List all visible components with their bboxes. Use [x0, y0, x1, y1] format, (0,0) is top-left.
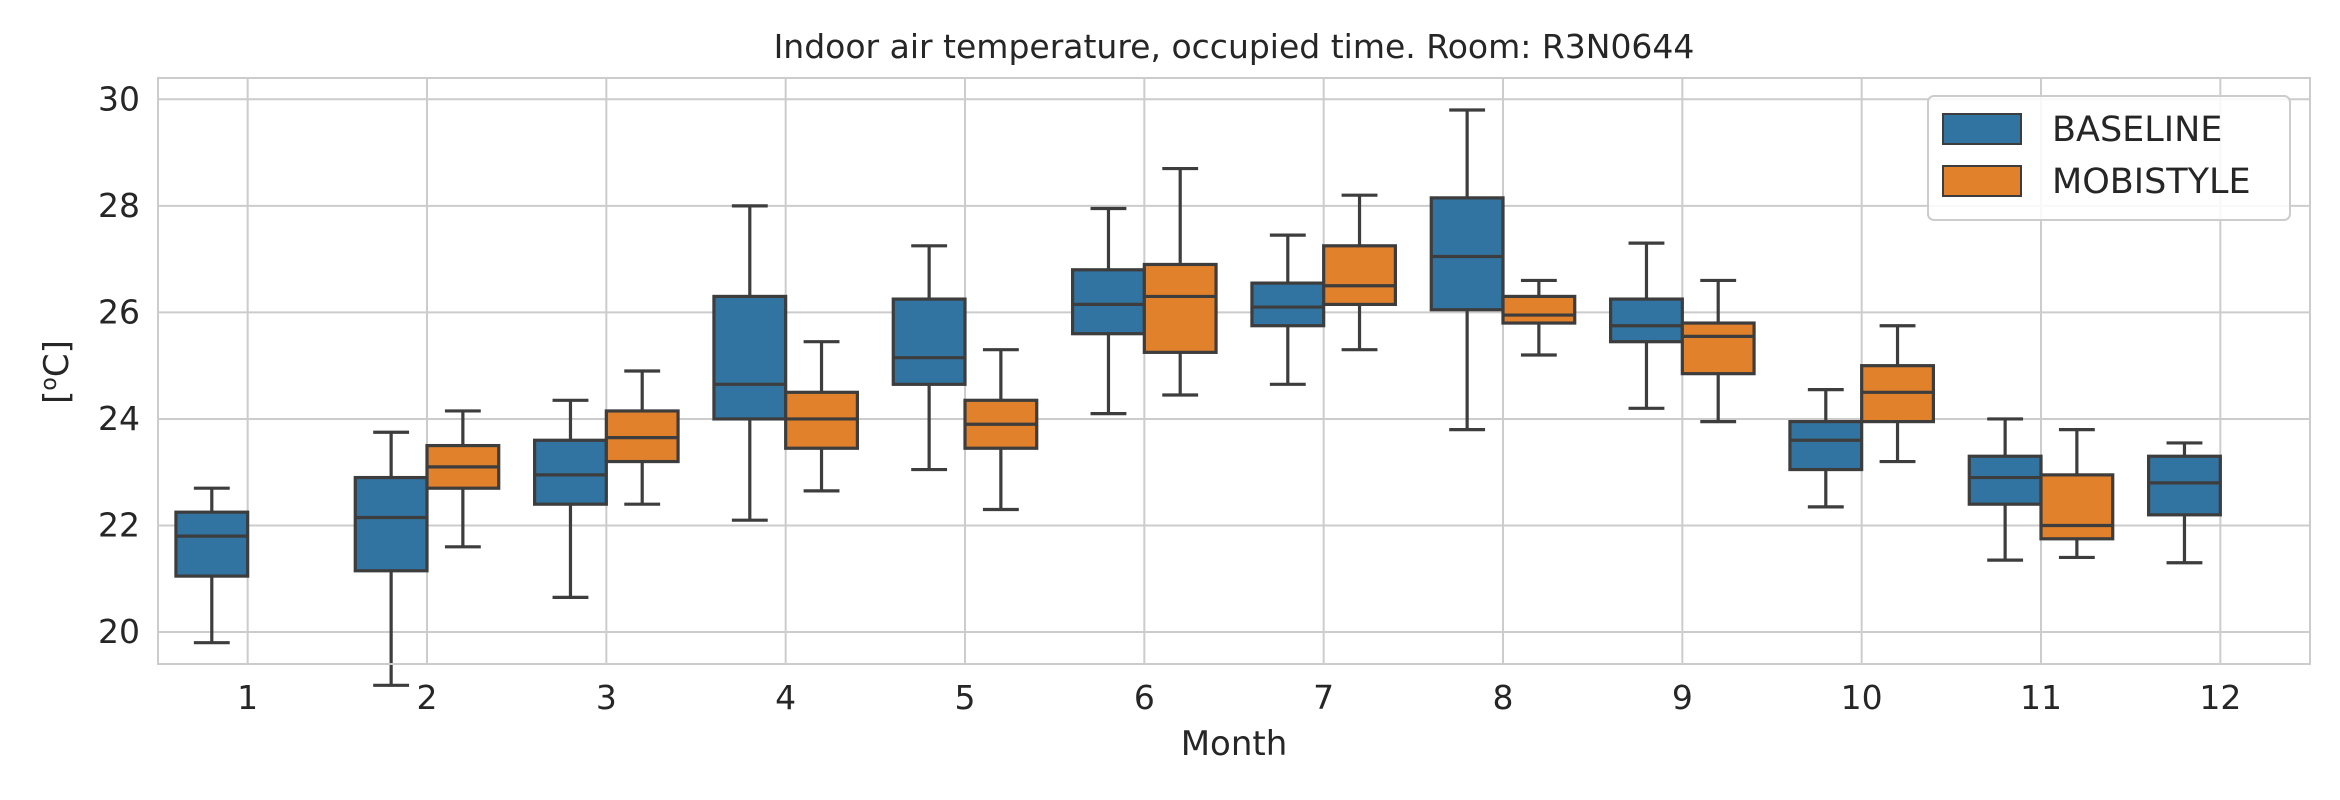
box-baseline-month-11	[1967, 417, 2043, 562]
box-mobistyle-month-4	[784, 340, 860, 493]
box-iqr	[1967, 454, 2043, 506]
legend-label-mobistyle: MOBISTYLE	[2052, 162, 2251, 202]
box-baseline-month-4	[712, 204, 788, 522]
box-iqr	[1429, 196, 1505, 312]
x-tick-label: 9	[1672, 678, 1693, 717]
x-tick-label: 10	[1841, 678, 1883, 717]
box-baseline-month-9	[1608, 241, 1684, 410]
box-iqr	[532, 438, 608, 506]
box-baseline-month-6	[1070, 206, 1146, 416]
box-iqr	[1680, 321, 1756, 376]
box-mobistyle-month-3	[604, 369, 680, 506]
box-mobistyle-month-9	[1680, 278, 1756, 424]
legend: BASELINE MOBISTYLE	[1927, 95, 2291, 221]
legend-swatch-mobistyle	[1942, 165, 2022, 197]
box-iqr	[1070, 268, 1146, 336]
x-tick-label: 6	[1134, 678, 1155, 717]
box-mobistyle-month-2	[425, 409, 501, 549]
y-axis-label-degree: o	[37, 377, 62, 390]
y-tick-label: 28	[98, 186, 140, 225]
box-mobistyle-month-5	[963, 348, 1039, 512]
x-tick-label: 3	[596, 678, 617, 717]
box-mobistyle-month-8	[1501, 278, 1577, 357]
box-baseline-month-1	[174, 486, 250, 645]
y-tick-label: 26	[98, 292, 140, 331]
box-iqr	[1501, 294, 1577, 325]
box-mobistyle-month-7	[1322, 193, 1397, 352]
box-iqr	[1788, 420, 1864, 472]
box-iqr	[174, 510, 250, 578]
x-tick-label: 2	[417, 678, 438, 717]
box-baseline-month-7	[1250, 233, 1326, 386]
box-iqr	[1250, 281, 1326, 328]
box-baseline-month-10	[1788, 388, 1864, 509]
axes-frame	[157, 77, 2311, 665]
box-mobistyle-month-10	[1860, 324, 1935, 464]
y-tick-label: 30	[98, 79, 140, 118]
x-tick-label: 8	[1493, 678, 1514, 717]
x-tick-label: 4	[775, 678, 796, 717]
box-series	[174, 108, 2222, 687]
box-baseline-month-8	[1429, 108, 1505, 432]
box-iqr	[1608, 297, 1684, 344]
y-axis-label: [oC]	[37, 340, 78, 404]
box-iqr	[2039, 473, 2115, 541]
box-iqr	[353, 475, 429, 573]
box-baseline-month-5	[891, 244, 967, 472]
x-tick-label: 11	[2020, 678, 2062, 717]
y-tick-label: 24	[98, 399, 140, 438]
x-axis-label: Month	[1181, 724, 1288, 764]
chart-title: Indoor air temperature, occupied time. R…	[774, 27, 1695, 66]
x-tick-label: 7	[1313, 678, 1334, 717]
box-baseline-month-3	[532, 398, 608, 600]
box-iqr	[712, 294, 788, 421]
box-iqr	[2147, 454, 2222, 517]
box-iqr	[1142, 262, 1218, 354]
y-tick-label: 20	[98, 612, 140, 651]
x-tick-label: 5	[955, 678, 976, 717]
box-mobistyle-month-6	[1142, 166, 1218, 397]
legend-label-baseline: BASELINE	[2052, 110, 2222, 150]
y-axis-label-suffix: C]	[37, 340, 77, 377]
y-axis-label-prefix: [	[37, 391, 77, 404]
box-iqr	[891, 297, 967, 386]
box-baseline-month-2	[353, 430, 429, 687]
x-tick-label: 12	[2199, 678, 2241, 717]
y-tick-label: 22	[98, 505, 140, 544]
box-baseline-month-12	[2147, 441, 2222, 565]
grid-lines	[158, 78, 2310, 664]
x-tick-label: 1	[237, 678, 258, 717]
box-mobistyle-month-11	[2039, 428, 2115, 560]
box-iqr	[1322, 244, 1397, 307]
legend-swatch-baseline	[1942, 113, 2022, 145]
